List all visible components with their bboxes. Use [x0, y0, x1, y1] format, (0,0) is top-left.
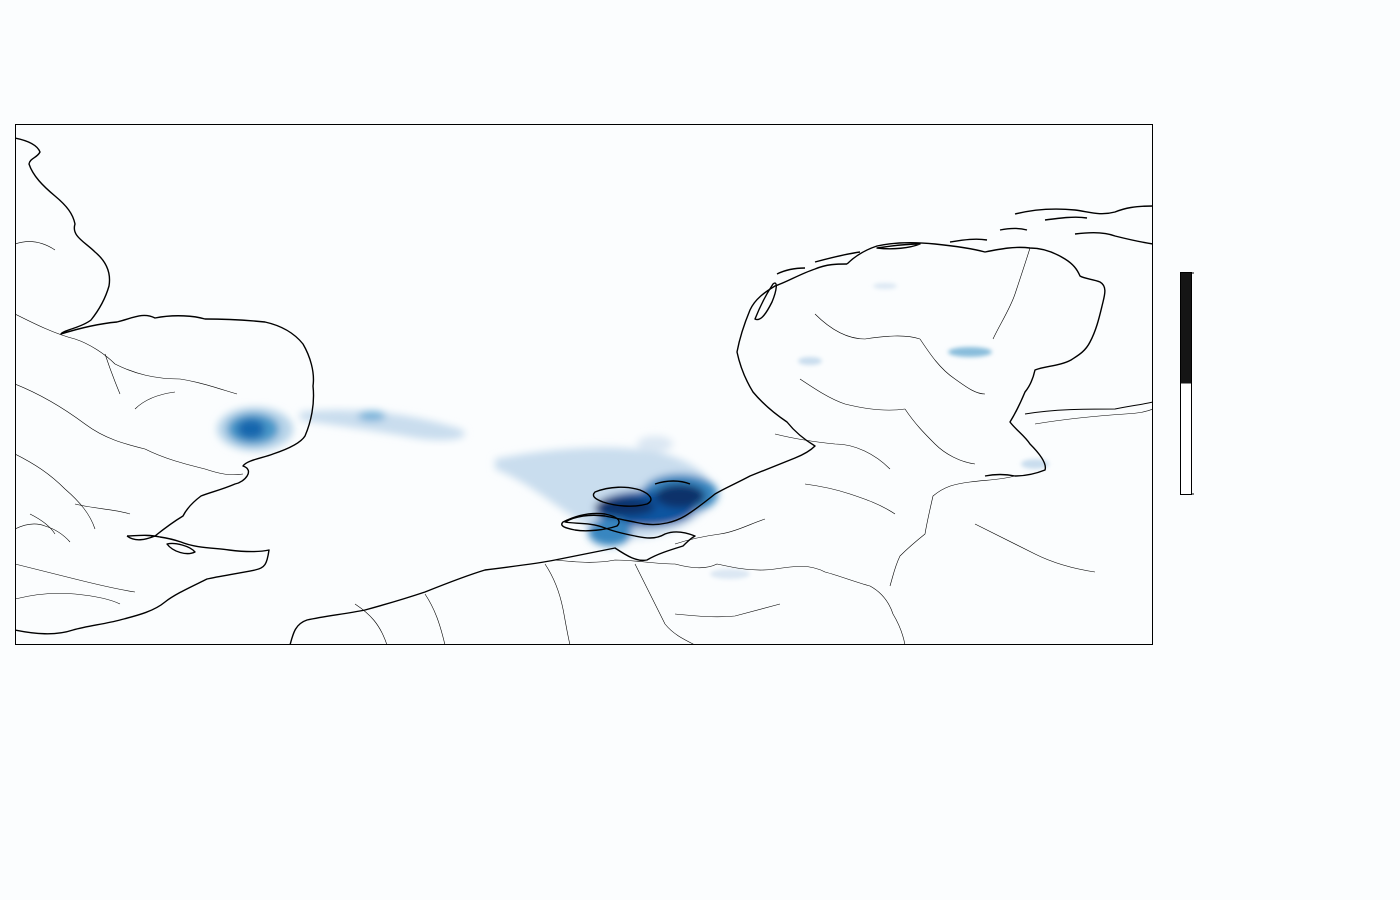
island-walcheren — [561, 512, 620, 532]
prov-6 — [674, 518, 766, 545]
cloud-small-patches — [710, 283, 1049, 579]
de-line-2 — [974, 523, 1096, 573]
colorbar — [215, 748, 1185, 808]
fog-legend-frame — [1180, 272, 1192, 495]
coast-britain — [15, 137, 315, 541]
be-prov-3 — [544, 563, 571, 645]
prov-1 — [814, 313, 921, 340]
fog-swatch — [1180, 272, 1192, 384]
map-background — [15, 124, 1153, 645]
fog-legend-bar — [1180, 272, 1194, 495]
island-goeree — [654, 480, 691, 485]
prov-5 — [774, 433, 891, 470]
uk-5 — [144, 448, 244, 476]
uk-2 — [15, 313, 116, 365]
coast-north-1 — [1014, 205, 1153, 215]
be-prov-2 — [424, 593, 446, 645]
island-borkum — [999, 227, 1028, 231]
uk-7 — [74, 503, 131, 515]
border-nl-de — [889, 475, 1016, 587]
uk-4 — [15, 383, 146, 450]
uk-3 — [114, 363, 238, 395]
coast-thames — [15, 534, 270, 635]
coast-continent — [289, 263, 848, 645]
island-vlieland — [776, 267, 806, 275]
map-frame — [15, 124, 1153, 645]
island-terschelling — [814, 251, 861, 263]
be-prov-4 — [634, 563, 696, 645]
prov-2 — [919, 338, 986, 395]
border-be-nl — [554, 559, 906, 645]
uk-13 — [104, 353, 121, 395]
uk-10 — [29, 513, 56, 535]
coast-north-2 — [1074, 231, 1153, 245]
island-schiermonnikoog — [949, 238, 988, 243]
qcloud-field — [217, 283, 1049, 579]
de-line-1 — [1034, 408, 1153, 425]
island-schouwen — [592, 486, 652, 507]
coast-isle — [166, 542, 196, 555]
coast-wadden — [846, 241, 1106, 477]
cloud-streak — [300, 409, 465, 441]
borders — [15, 241, 1153, 645]
be-prov-5 — [674, 603, 781, 618]
cloud-zeeland — [495, 436, 718, 546]
prov-4 — [904, 408, 976, 465]
map-panel — [15, 124, 1153, 645]
uk-12 — [134, 391, 176, 410]
island-juist — [1044, 216, 1088, 221]
island-texel — [754, 282, 777, 321]
uk-6 — [15, 453, 96, 530]
no-fog-swatch — [1180, 383, 1192, 495]
be-prov-1 — [354, 603, 388, 645]
coastlines — [15, 137, 1153, 645]
uk-9 — [15, 592, 121, 605]
cloud-east-anglia — [217, 407, 293, 451]
border-de-north — [992, 247, 1031, 340]
prov-7 — [804, 483, 896, 515]
uk-1 — [15, 241, 56, 251]
prov-3 — [799, 378, 906, 411]
coast-elbe — [1024, 401, 1153, 415]
island-ameland — [876, 243, 921, 250]
uk-8 — [15, 563, 136, 593]
uk-11 — [15, 523, 71, 543]
